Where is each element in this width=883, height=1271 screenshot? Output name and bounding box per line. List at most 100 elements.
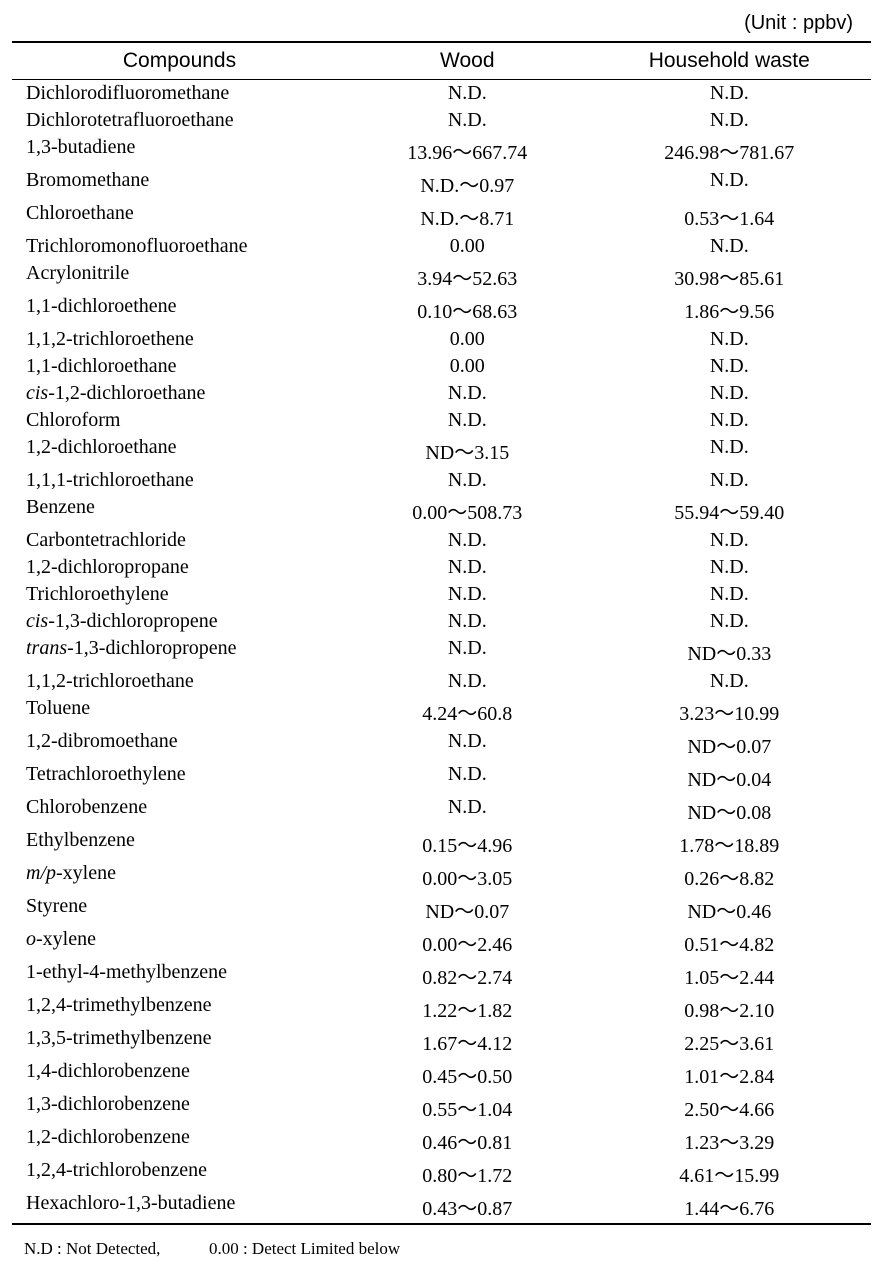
footnote-nd: N.D : Not Detected, xyxy=(24,1239,160,1258)
wood-cell: N.D. xyxy=(347,467,588,494)
household-cell: N.D. xyxy=(588,233,871,260)
compound-cell: cis-1,3-dichloropropene xyxy=(12,608,347,635)
table-row: 1,1,1-trichloroethaneN.D.N.D. xyxy=(12,467,871,494)
household-cell: N.D. xyxy=(588,434,871,467)
table-row: DichlorotetrafluoroethaneN.D.N.D. xyxy=(12,107,871,134)
table-row: BromomethaneN.D.～0.97N.D. xyxy=(12,167,871,200)
household-cell: N.D. xyxy=(588,467,871,494)
wood-cell: 0.80～1.72 xyxy=(347,1157,588,1190)
table-row: StyreneND～0.07ND～0.46 xyxy=(12,893,871,926)
table-row: CarbontetrachlorideN.D.N.D. xyxy=(12,527,871,554)
wood-cell: 0.00～508.73 xyxy=(347,494,588,527)
compound-suffix: -xylene xyxy=(36,928,96,950)
wood-cell: N.D. xyxy=(347,761,588,794)
compound-cell: 1,1-dichloroethane xyxy=(12,353,347,380)
compound-cell: 1,3,5-trimethylbenzene xyxy=(12,1025,347,1058)
wood-cell: 3.94～52.63 xyxy=(347,260,588,293)
household-cell: N.D. xyxy=(588,380,871,407)
wood-cell: N.D. xyxy=(347,635,588,668)
table-row: 1,3-butadiene13.96～667.74246.98～781.67 xyxy=(12,134,871,167)
wood-cell: 0.82～2.74 xyxy=(347,959,588,992)
compound-cell: Trichloromonofluoroethane xyxy=(12,233,347,260)
wood-cell: ND～0.07 xyxy=(347,893,588,926)
compound-cell: 1,3-dichlorobenzene xyxy=(12,1091,347,1124)
compound-cell: 1,1,2-trichloroethene xyxy=(12,326,347,353)
table-row: cis-1,2-dichloroethaneN.D.N.D. xyxy=(12,380,871,407)
household-cell: 1.44～6.76 xyxy=(588,1190,871,1224)
table-row: Benzene0.00～508.7355.94～59.40 xyxy=(12,494,871,527)
table-row: ChloroethaneN.D.～8.710.53～1.64 xyxy=(12,200,871,233)
footnote-zero: 0.00 : Detect Limited below xyxy=(209,1239,400,1258)
compound-cell: 1,1-dichloroethene xyxy=(12,293,347,326)
compound-prefix: cis xyxy=(26,382,48,404)
wood-cell: 0.46～0.81 xyxy=(347,1124,588,1157)
table-row: 1,4-dichlorobenzene0.45～0.501.01～2.84 xyxy=(12,1058,871,1091)
household-cell: 0.26～8.82 xyxy=(588,860,871,893)
compound-cell: 1,1,1-trichloroethane xyxy=(12,467,347,494)
household-cell: 1.78～18.89 xyxy=(588,827,871,860)
col-header-compounds: Compounds xyxy=(12,42,347,80)
household-cell: N.D. xyxy=(588,608,871,635)
table-row: m/p-xylene0.00～3.050.26～8.82 xyxy=(12,860,871,893)
household-cell: N.D. xyxy=(588,326,871,353)
table-row: ChloroformN.D.N.D. xyxy=(12,407,871,434)
compound-cell: cis-1,2-dichloroethane xyxy=(12,380,347,407)
household-cell: 1.01～2.84 xyxy=(588,1058,871,1091)
wood-cell: N.D. xyxy=(347,107,588,134)
col-header-wood: Wood xyxy=(347,42,588,80)
household-cell: 55.94～59.40 xyxy=(588,494,871,527)
compounds-table: Compounds Wood Household waste Dichlorod… xyxy=(12,41,871,1225)
compound-cell: 1,2-dichloroethane xyxy=(12,434,347,467)
table-header-row: Compounds Wood Household waste xyxy=(12,42,871,80)
table-row: Ethylbenzene0.15～4.961.78～18.89 xyxy=(12,827,871,860)
wood-cell: ND～3.15 xyxy=(347,434,588,467)
wood-cell: N.D. xyxy=(347,794,588,827)
compound-cell: Chloroform xyxy=(12,407,347,434)
household-cell: ND～0.46 xyxy=(588,893,871,926)
compound-cell: Dichlorodifluoromethane xyxy=(12,80,347,108)
compound-cell: Styrene xyxy=(12,893,347,926)
wood-cell: 0.10～68.63 xyxy=(347,293,588,326)
household-cell: N.D. xyxy=(588,167,871,200)
table-row: Acrylonitrile3.94～52.6330.98～85.61 xyxy=(12,260,871,293)
wood-cell: 0.55～1.04 xyxy=(347,1091,588,1124)
household-cell: N.D. xyxy=(588,353,871,380)
compound-cell: 1,1,2-trichloroethane xyxy=(12,668,347,695)
wood-cell: N.D.～0.97 xyxy=(347,167,588,200)
household-cell: N.D. xyxy=(588,80,871,108)
col-header-household: Household waste xyxy=(588,42,871,80)
household-cell: 3.23～10.99 xyxy=(588,695,871,728)
compound-cell: 1,2-dichlorobenzene xyxy=(12,1124,347,1157)
household-cell: 0.98～2.10 xyxy=(588,992,871,1025)
table-row: Toluene4.24～60.83.23～10.99 xyxy=(12,695,871,728)
compound-cell: Acrylonitrile xyxy=(12,260,347,293)
household-cell: 1.23～3.29 xyxy=(588,1124,871,1157)
wood-cell: 0.00～3.05 xyxy=(347,860,588,893)
compound-cell: Toluene xyxy=(12,695,347,728)
wood-cell: N.D. xyxy=(347,554,588,581)
wood-cell: N.D.～8.71 xyxy=(347,200,588,233)
household-cell: N.D. xyxy=(588,527,871,554)
compound-cell: Chlorobenzene xyxy=(12,794,347,827)
household-cell: N.D. xyxy=(588,581,871,608)
household-cell: 0.53～1.64 xyxy=(588,200,871,233)
table-row: 1-ethyl-4-methylbenzene0.82～2.741.05～2.4… xyxy=(12,959,871,992)
wood-cell: N.D. xyxy=(347,407,588,434)
wood-cell: 1.22～1.82 xyxy=(347,992,588,1025)
table-row: 1,1-dichloroethane0.00N.D. xyxy=(12,353,871,380)
household-cell: 30.98～85.61 xyxy=(588,260,871,293)
household-cell: 246.98～781.67 xyxy=(588,134,871,167)
compound-cell: 1,2,4-trichlorobenzene xyxy=(12,1157,347,1190)
household-cell: 1.86～9.56 xyxy=(588,293,871,326)
table-row: 1,2,4-trimethylbenzene1.22～1.820.98～2.10 xyxy=(12,992,871,1025)
wood-cell: N.D. xyxy=(347,527,588,554)
wood-cell: 0.00 xyxy=(347,326,588,353)
wood-cell: N.D. xyxy=(347,668,588,695)
compound-cell: Hexachloro-1,3-butadiene xyxy=(12,1190,347,1224)
household-cell: N.D. xyxy=(588,668,871,695)
wood-cell: 0.43～0.87 xyxy=(347,1190,588,1224)
compound-prefix: trans xyxy=(26,637,67,659)
wood-cell: N.D. xyxy=(347,728,588,761)
wood-cell: N.D. xyxy=(347,608,588,635)
table-row: 1,2-dichloropropaneN.D.N.D. xyxy=(12,554,871,581)
